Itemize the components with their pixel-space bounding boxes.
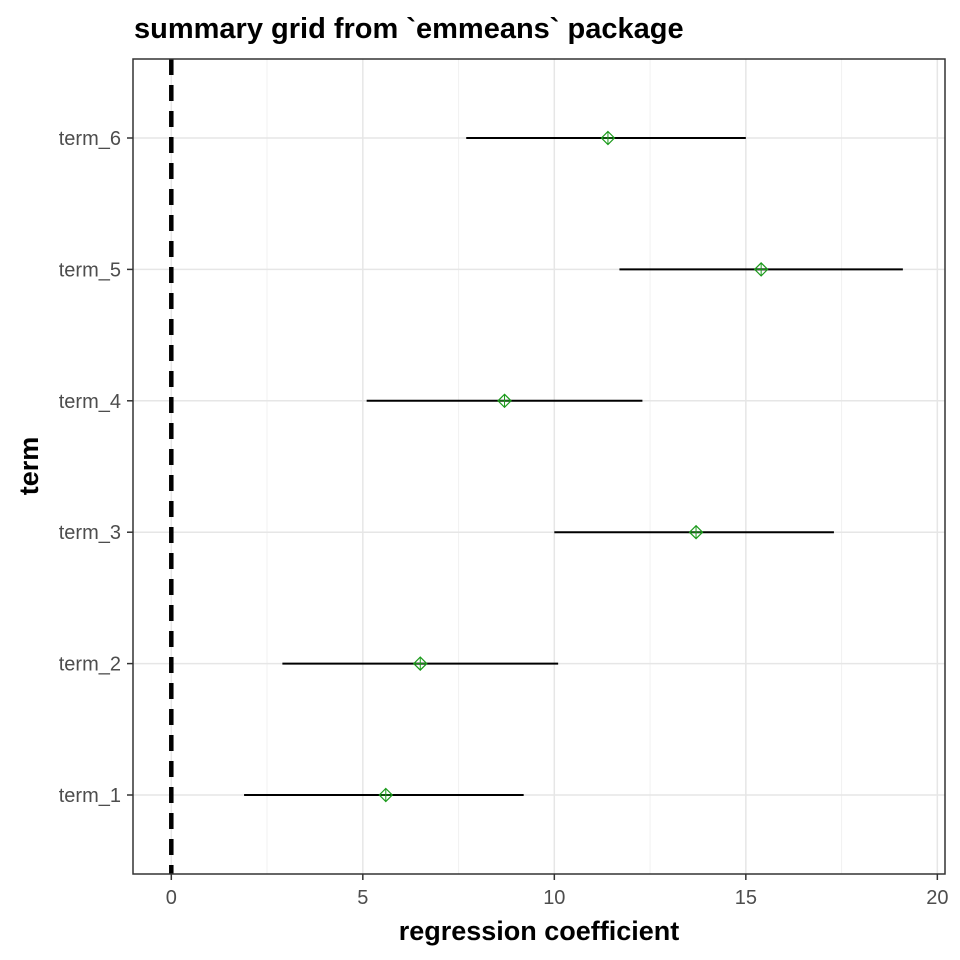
x-tick-label: 0 [166, 887, 177, 909]
plot-area: term_1 term_2 term_3 term_4 term_5 term_6 0 5 10… [59, 58, 948, 909]
y-tick-label: term_2 [59, 654, 121, 676]
x-tick-label: 15 [735, 887, 757, 909]
y-tick-label: term_4 [59, 391, 121, 413]
y-tick-label: term_6 [59, 128, 121, 150]
x-tick-label: 20 [926, 887, 948, 909]
chart-title: summary grid from `emmeans` package [134, 13, 684, 45]
y-tick-label: term_3 [59, 522, 121, 544]
y-tick-label: term_1 [59, 785, 121, 807]
panel-background [133, 59, 945, 874]
y-axis-title: term [14, 437, 44, 496]
x-tick-label: 5 [357, 887, 368, 909]
y-tick-label: term_5 [59, 259, 121, 281]
x-tick-label: 10 [543, 887, 565, 909]
x-axis-title: regression coefficient [399, 916, 680, 946]
panel-border [132, 58, 946, 875]
